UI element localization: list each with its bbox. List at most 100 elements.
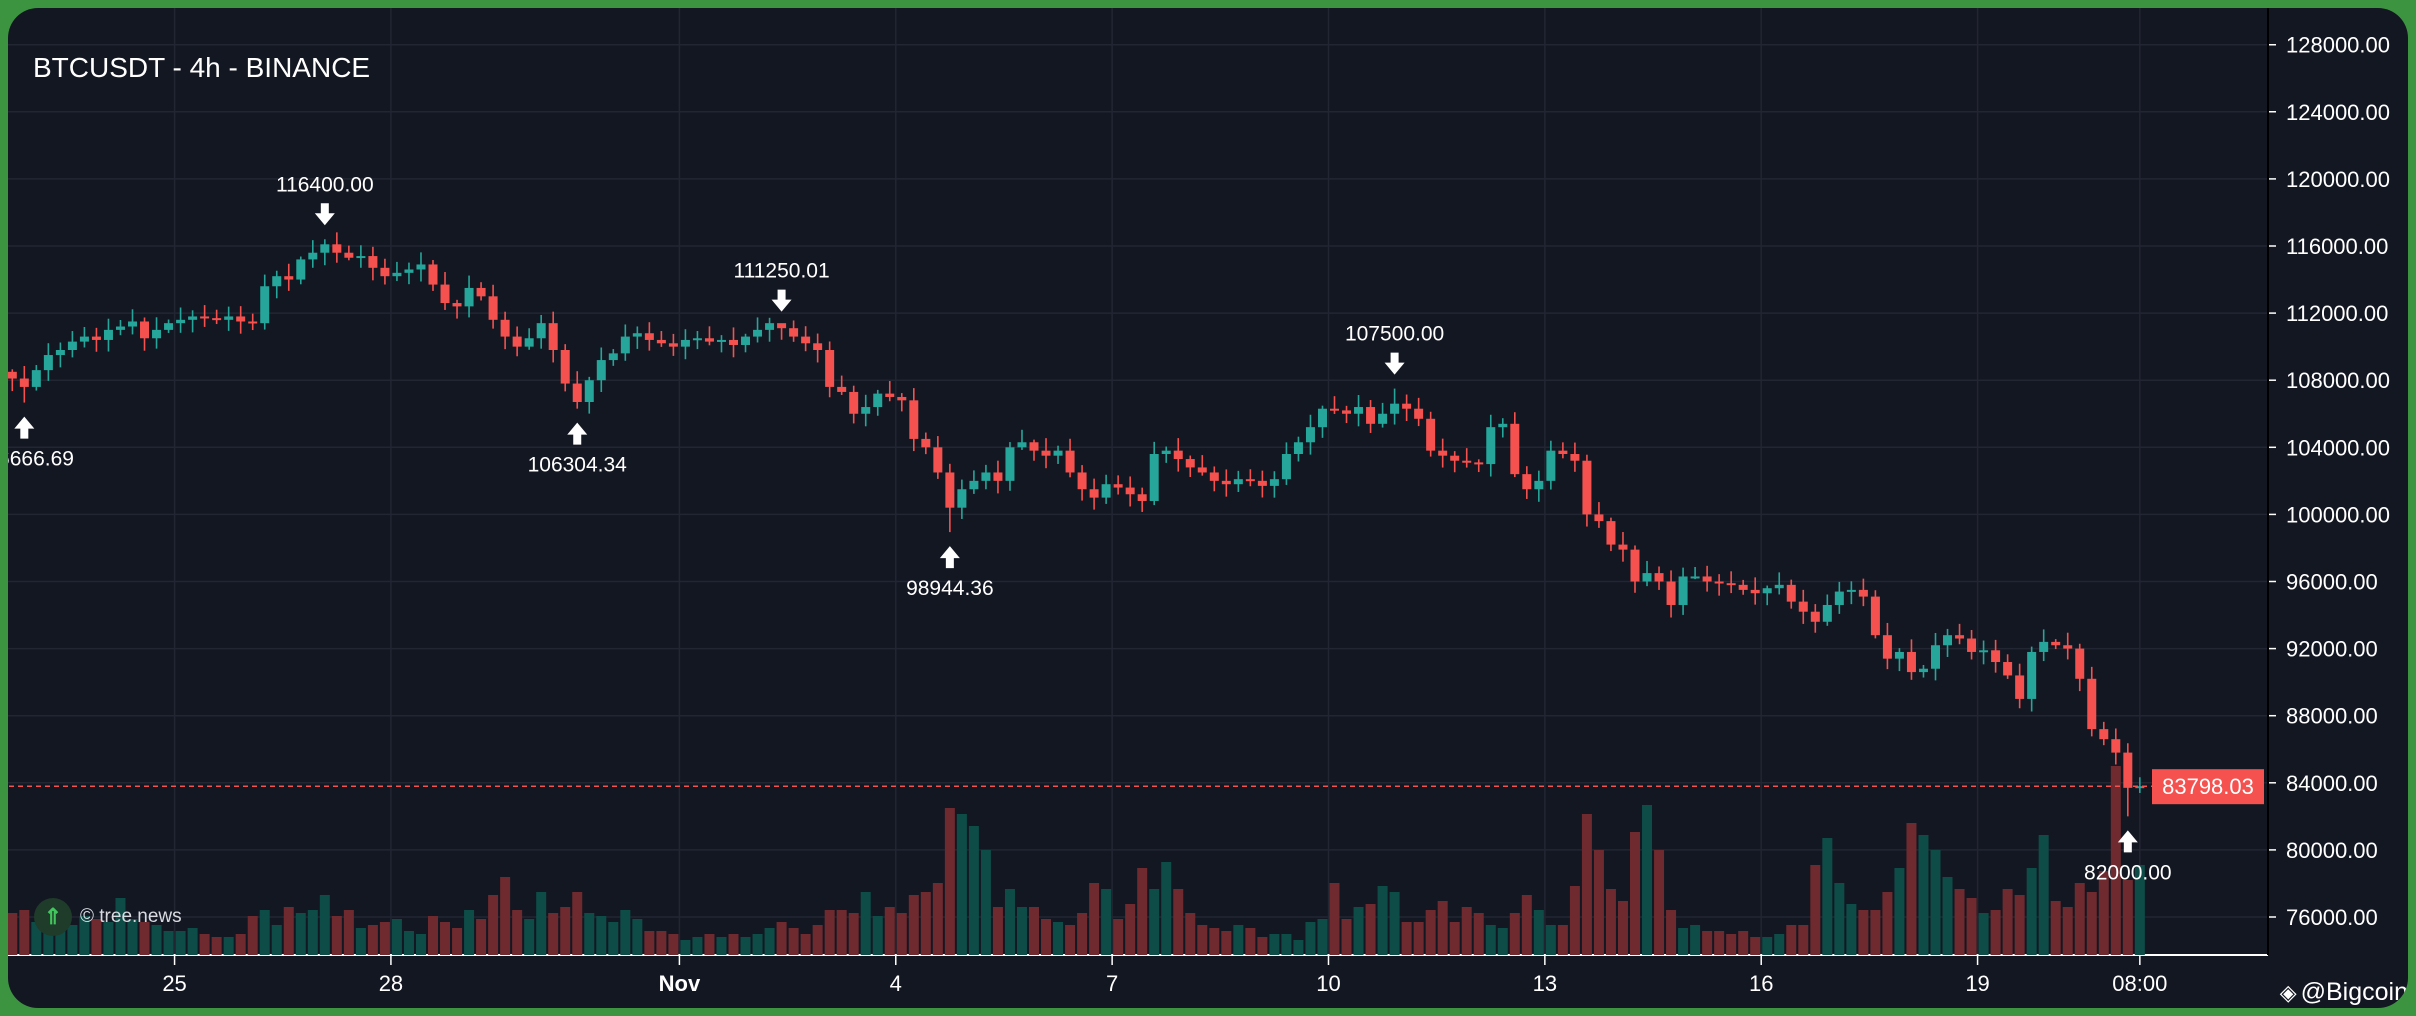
- candle-body: [1606, 521, 1616, 545]
- candle-body: [464, 287, 474, 307]
- candle-body: [1185, 459, 1195, 468]
- x-tick-label: 13: [1533, 971, 1557, 996]
- candle-body: [1390, 403, 1400, 414]
- volume-bar: [884, 907, 895, 955]
- x-tick-label: 4: [890, 971, 902, 996]
- candle-body: [1257, 480, 1267, 486]
- volume-bar: [331, 916, 342, 955]
- volume-bar: [2086, 892, 2097, 955]
- candle-body: [1654, 573, 1664, 582]
- volume-bar: [1353, 907, 1364, 955]
- volume-bar: [1954, 889, 1965, 955]
- volume-bar: [1029, 907, 1039, 955]
- volume-bar: [1786, 925, 1797, 955]
- volume-bar: [968, 826, 979, 955]
- volume-bar: [1642, 805, 1653, 955]
- y-tick-label: 116000.00: [2286, 234, 2388, 259]
- candle-body: [1233, 479, 1243, 485]
- x-tick-label: 08:00: [2112, 971, 2167, 996]
- candle-body: [1714, 581, 1724, 584]
- volume-bar: [379, 922, 390, 955]
- volume-bar: [1654, 850, 1665, 955]
- volume-bar: [584, 913, 595, 955]
- volume-bar: [1161, 862, 1172, 955]
- candle-body: [2111, 739, 2121, 753]
- volume-bar: [908, 895, 919, 955]
- volume-bar: [1762, 937, 1773, 955]
- candle-body: [921, 438, 931, 448]
- volume-bar: [740, 937, 751, 955]
- volume-bar: [1016, 907, 1027, 955]
- volume-bar: [91, 919, 102, 955]
- candle-body: [765, 323, 775, 330]
- volume-bar: [1281, 934, 1292, 955]
- candle-body: [1582, 460, 1592, 515]
- candle-body: [753, 329, 763, 337]
- volume-bar: [1557, 925, 1568, 955]
- volume-bar: [1978, 913, 1989, 955]
- candle-body: [476, 287, 486, 297]
- candle-body: [308, 252, 318, 260]
- candle-body: [2063, 645, 2073, 649]
- volume-bar: [716, 937, 727, 955]
- candle-body: [224, 316, 234, 320]
- candle-body: [1870, 596, 1880, 636]
- volume-bar: [1798, 925, 1809, 955]
- candle-body: [741, 336, 751, 345]
- volume-bar: [2122, 880, 2133, 955]
- volume-bar: [2098, 871, 2109, 955]
- candle-body: [668, 343, 678, 347]
- candle-body: [1726, 583, 1736, 586]
- candle-body: [440, 284, 450, 304]
- volume-bar: [1149, 889, 1160, 955]
- volume-bar: [824, 910, 835, 955]
- candle-body: [993, 472, 1003, 481]
- volume-bar: [1846, 904, 1857, 955]
- y-tick-label: 76000.00: [2286, 905, 2378, 930]
- candle-body: [1558, 450, 1568, 455]
- volume-bar: [1966, 898, 1977, 955]
- x-tick-label: 10: [1316, 971, 1340, 996]
- volume-bar: [1569, 886, 1580, 955]
- volume-bar: [1593, 850, 1604, 955]
- volume-bar: [608, 922, 619, 955]
- volume-bar: [343, 910, 354, 955]
- volume-bar: [980, 850, 991, 955]
- volume-bar: [536, 892, 547, 955]
- volume-bar: [1930, 850, 1941, 955]
- low-price-label: 98944.36: [906, 577, 994, 600]
- volume-bar: [199, 934, 210, 955]
- candle-body: [1197, 467, 1207, 473]
- candle-body: [1462, 460, 1472, 463]
- volume-bar: [2038, 835, 2049, 955]
- volume-bar: [836, 910, 847, 955]
- candle-body: [1642, 573, 1652, 582]
- candle-body: [512, 336, 522, 347]
- candle-body: [356, 256, 366, 259]
- candle-body: [981, 472, 991, 481]
- up-arrow-icon: [939, 546, 960, 569]
- candle-body: [1943, 635, 1953, 646]
- volume-bar: [860, 892, 871, 955]
- volume-bar: [488, 895, 499, 955]
- candle-body: [1342, 410, 1352, 414]
- candle-body: [2015, 675, 2025, 699]
- candlestick-chart[interactable]: 128000.00 124000.00 120000.00 116000.00 1120…: [8, 8, 2408, 1008]
- candle-body: [2039, 641, 2049, 652]
- volume-bar: [307, 910, 318, 955]
- volume-bar: [788, 928, 799, 955]
- volume-bar: [1497, 928, 1508, 955]
- volume-bar: [1630, 832, 1640, 955]
- candle-body: [692, 338, 702, 341]
- candle-body: [560, 350, 570, 384]
- candle-body: [488, 296, 498, 320]
- candle-body: [1750, 589, 1760, 594]
- candle-body: [284, 276, 294, 280]
- candle-body: [368, 256, 378, 268]
- volume-bar: [1774, 934, 1785, 955]
- candle-body: [1858, 589, 1868, 597]
- candle-body: [79, 336, 89, 342]
- last-price-badge: [2152, 769, 2264, 805]
- volume-bar: [1617, 901, 1628, 955]
- candle-body: [1906, 651, 1916, 673]
